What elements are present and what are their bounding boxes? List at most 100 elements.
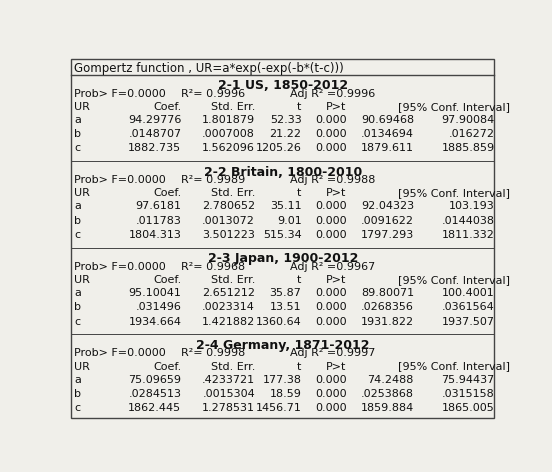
- Text: Coef.: Coef.: [153, 362, 182, 371]
- Text: 1.801879: 1.801879: [202, 115, 255, 125]
- Text: 2.651212: 2.651212: [202, 288, 255, 298]
- Text: .0315158: .0315158: [442, 389, 495, 399]
- Text: 2-4 Germany, 1871-2012: 2-4 Germany, 1871-2012: [196, 339, 370, 352]
- Text: 74.2488: 74.2488: [368, 375, 414, 385]
- Text: .0284513: .0284513: [129, 389, 182, 399]
- Text: 2-2 Britain, 1800-2010: 2-2 Britain, 1800-2010: [204, 166, 362, 178]
- Text: 1.562096: 1.562096: [202, 143, 255, 153]
- Text: 1456.71: 1456.71: [256, 403, 301, 413]
- Text: 92.04323: 92.04323: [361, 202, 414, 211]
- Text: .0091622: .0091622: [361, 216, 414, 226]
- Text: [95% Conf. Interval]: [95% Conf. Interval]: [398, 188, 510, 198]
- Text: .031496: .031496: [135, 302, 182, 312]
- Text: 1885.859: 1885.859: [442, 143, 495, 153]
- Text: b: b: [75, 129, 82, 139]
- Text: .0023314: .0023314: [202, 302, 255, 312]
- Text: Std. Err.: Std. Err.: [211, 362, 255, 371]
- Text: 95.10041: 95.10041: [129, 288, 182, 298]
- Text: Adj R² =0.9988: Adj R² =0.9988: [290, 175, 375, 185]
- Text: Std. Err.: Std. Err.: [211, 101, 255, 112]
- Text: Prob> F=0.0000: Prob> F=0.0000: [75, 175, 166, 185]
- Text: .0007008: .0007008: [202, 129, 255, 139]
- Text: 13.51: 13.51: [270, 302, 301, 312]
- Text: 103.193: 103.193: [449, 202, 495, 211]
- Text: Std. Err.: Std. Err.: [211, 188, 255, 198]
- Text: 0.000: 0.000: [315, 317, 347, 327]
- Text: 1879.611: 1879.611: [361, 143, 414, 153]
- Text: 1937.507: 1937.507: [442, 317, 495, 327]
- Text: 75.09659: 75.09659: [129, 375, 182, 385]
- Text: P>t: P>t: [326, 101, 347, 112]
- Text: P>t: P>t: [326, 188, 347, 198]
- Text: UR: UR: [75, 101, 91, 112]
- Text: R²= 0.9998: R²= 0.9998: [182, 348, 246, 358]
- Text: 0.000: 0.000: [315, 202, 347, 211]
- Text: 0.000: 0.000: [315, 230, 347, 240]
- Text: 1797.293: 1797.293: [360, 230, 414, 240]
- Text: 1.421882: 1.421882: [201, 317, 255, 327]
- Text: 515.34: 515.34: [263, 230, 301, 240]
- Text: Prob> F=0.0000: Prob> F=0.0000: [75, 89, 166, 99]
- Text: UR: UR: [75, 362, 91, 371]
- Text: 1934.664: 1934.664: [129, 317, 182, 327]
- Text: t: t: [297, 188, 301, 198]
- Text: 1865.005: 1865.005: [442, 403, 495, 413]
- Text: .0013072: .0013072: [202, 216, 255, 226]
- Text: 0.000: 0.000: [315, 115, 347, 125]
- Text: 35.11: 35.11: [270, 202, 301, 211]
- Text: Adj R² =0.9967: Adj R² =0.9967: [290, 262, 375, 272]
- Text: 0.000: 0.000: [315, 389, 347, 399]
- Text: 1862.445: 1862.445: [128, 403, 182, 413]
- Text: 75.94437: 75.94437: [441, 375, 495, 385]
- FancyBboxPatch shape: [71, 59, 495, 418]
- Text: [95% Conf. Interval]: [95% Conf. Interval]: [398, 101, 510, 112]
- Text: c: c: [75, 403, 81, 413]
- Text: 2-1 US, 1850-2012: 2-1 US, 1850-2012: [218, 79, 348, 92]
- Text: 94.29776: 94.29776: [128, 115, 182, 125]
- Text: 35.87: 35.87: [269, 288, 301, 298]
- Text: R²= 0.9989: R²= 0.9989: [182, 175, 246, 185]
- Text: a: a: [75, 202, 81, 211]
- Text: 89.80071: 89.80071: [361, 288, 414, 298]
- Text: .0015304: .0015304: [202, 389, 255, 399]
- Text: b: b: [75, 302, 82, 312]
- Text: 97.90084: 97.90084: [441, 115, 495, 125]
- Text: t: t: [297, 362, 301, 371]
- Text: Coef.: Coef.: [153, 188, 182, 198]
- Text: Adj R² =0.9997: Adj R² =0.9997: [290, 348, 375, 358]
- Text: c: c: [75, 143, 81, 153]
- Text: 0.000: 0.000: [315, 288, 347, 298]
- Text: 1804.313: 1804.313: [129, 230, 182, 240]
- Text: Std. Err.: Std. Err.: [211, 275, 255, 285]
- Text: P>t: P>t: [326, 362, 347, 371]
- Text: a: a: [75, 115, 81, 125]
- Text: 0.000: 0.000: [315, 143, 347, 153]
- Text: Prob> F=0.0000: Prob> F=0.0000: [75, 262, 166, 272]
- Text: Gompertz function , UR=a*exp(-exp(-b*(t-c))): Gompertz function , UR=a*exp(-exp(-b*(t-…: [75, 62, 344, 75]
- Text: 90.69468: 90.69468: [361, 115, 414, 125]
- Text: 1360.64: 1360.64: [256, 317, 301, 327]
- Text: [95% Conf. Interval]: [95% Conf. Interval]: [398, 275, 510, 285]
- Text: 1931.822: 1931.822: [361, 317, 414, 327]
- Text: Coef.: Coef.: [153, 101, 182, 112]
- Text: 52.33: 52.33: [270, 115, 301, 125]
- Text: c: c: [75, 317, 81, 327]
- Text: 1205.26: 1205.26: [256, 143, 301, 153]
- Text: P>t: P>t: [326, 275, 347, 285]
- Text: .0144038: .0144038: [442, 216, 495, 226]
- Text: 0.000: 0.000: [315, 216, 347, 226]
- Text: Adj R² =0.9996: Adj R² =0.9996: [290, 89, 375, 99]
- Text: 3.501223: 3.501223: [202, 230, 255, 240]
- Text: Prob> F=0.0000: Prob> F=0.0000: [75, 348, 166, 358]
- Text: R²= 0.9996: R²= 0.9996: [182, 89, 246, 99]
- Text: 177.38: 177.38: [263, 375, 301, 385]
- Text: a: a: [75, 375, 81, 385]
- Text: UR: UR: [75, 275, 91, 285]
- Text: b: b: [75, 216, 82, 226]
- Text: 2-3 Japan, 1900-2012: 2-3 Japan, 1900-2012: [208, 252, 358, 265]
- Text: 21.22: 21.22: [269, 129, 301, 139]
- Text: [95% Conf. Interval]: [95% Conf. Interval]: [398, 362, 510, 371]
- Text: .0134694: .0134694: [361, 129, 414, 139]
- Text: 1811.332: 1811.332: [442, 230, 495, 240]
- Text: c: c: [75, 230, 81, 240]
